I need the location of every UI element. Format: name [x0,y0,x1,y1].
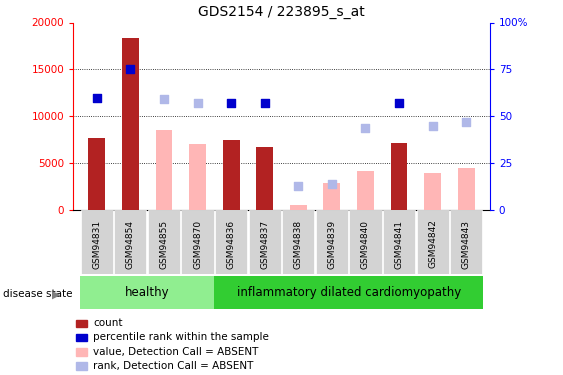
Text: GSM94841: GSM94841 [395,219,404,268]
Bar [223,140,239,210]
Point [260,100,269,106]
Text: GSM94837: GSM94837 [260,219,269,268]
Text: healthy: healthy [125,286,169,299]
Point [294,183,303,189]
Text: GSM94843: GSM94843 [462,219,471,268]
Bar [458,168,475,210]
Point [159,96,168,102]
Bar [357,171,374,210]
Bar [256,147,273,210]
Bar [324,183,340,210]
Point [226,100,235,106]
FancyBboxPatch shape [81,210,113,274]
FancyBboxPatch shape [215,210,247,274]
Bar [425,172,441,210]
Text: GSM94870: GSM94870 [193,219,202,268]
Point [462,119,471,125]
Text: value, Detection Call = ABSENT: value, Detection Call = ABSENT [93,347,258,357]
FancyBboxPatch shape [215,276,483,309]
Text: rank, Detection Call = ABSENT: rank, Detection Call = ABSENT [93,361,253,371]
FancyBboxPatch shape [350,210,382,274]
Text: percentile rank within the sample: percentile rank within the sample [93,333,269,342]
FancyBboxPatch shape [249,210,281,274]
Bar [189,144,206,210]
Point [428,123,437,129]
Bar [88,138,105,210]
FancyBboxPatch shape [383,210,415,274]
FancyBboxPatch shape [148,210,180,274]
Text: disease state: disease state [3,290,72,299]
Text: GSM94842: GSM94842 [428,219,437,268]
Text: inflammatory dilated cardiomyopathy: inflammatory dilated cardiomyopathy [236,286,461,299]
Bar [122,38,138,210]
Text: GSM94838: GSM94838 [294,219,303,268]
FancyBboxPatch shape [316,210,348,274]
Bar [155,130,172,210]
Text: GSM94836: GSM94836 [226,219,235,268]
Text: GSM94839: GSM94839 [328,219,337,268]
Point [328,181,337,187]
FancyBboxPatch shape [417,210,449,274]
Point [361,124,370,130]
FancyBboxPatch shape [114,210,146,274]
FancyBboxPatch shape [80,276,215,309]
Point [395,100,404,106]
Text: GSM94831: GSM94831 [92,219,101,268]
FancyBboxPatch shape [282,210,314,274]
Text: GSM94840: GSM94840 [361,219,370,268]
FancyBboxPatch shape [450,210,482,274]
Point [193,100,202,106]
Point [126,66,135,72]
Point [92,94,101,100]
Text: GSM94855: GSM94855 [159,219,168,268]
Bar [391,142,408,210]
Text: GSM94854: GSM94854 [126,219,135,268]
Title: GDS2154 / 223895_s_at: GDS2154 / 223895_s_at [198,5,365,19]
FancyBboxPatch shape [181,210,213,274]
Text: count: count [93,318,122,328]
Text: ▶: ▶ [52,290,61,299]
Bar [290,206,307,210]
